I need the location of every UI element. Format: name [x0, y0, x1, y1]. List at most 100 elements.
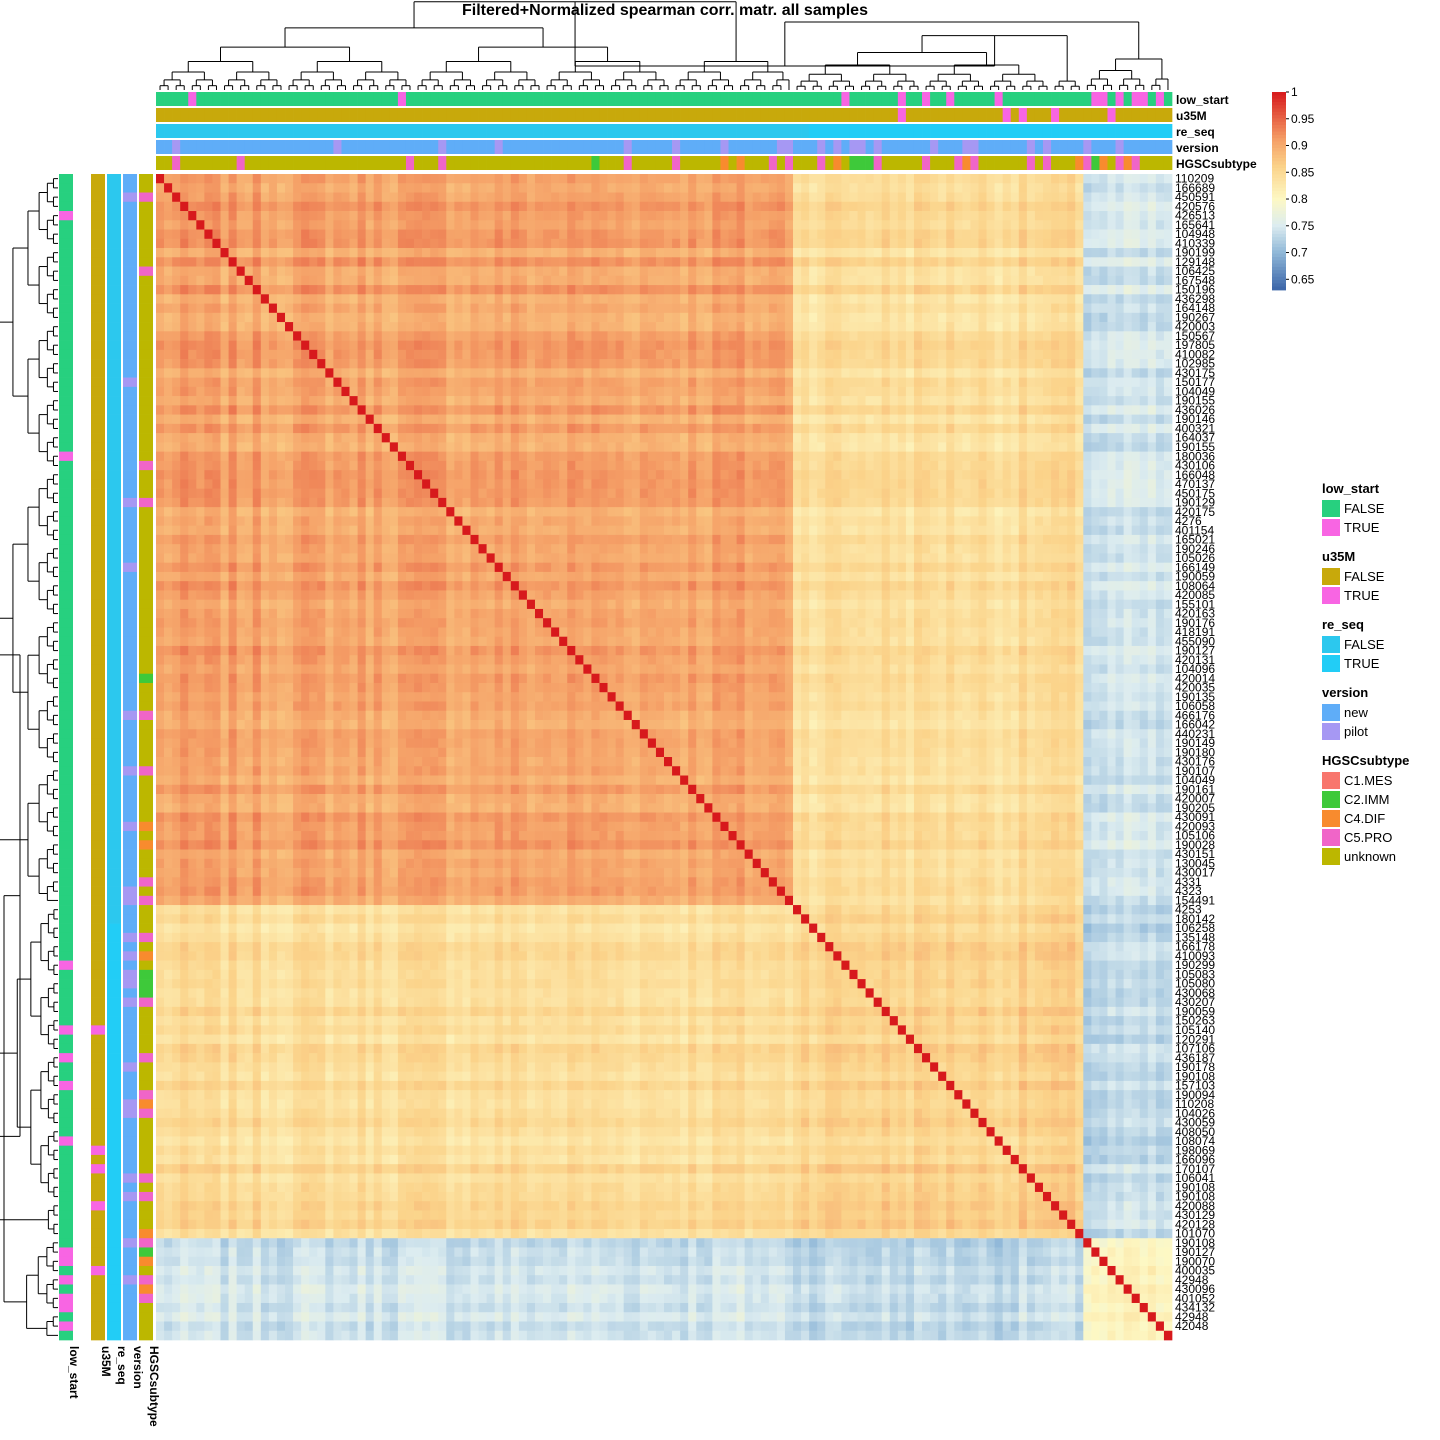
heatmap-cell	[970, 377, 979, 388]
heatmap-cell	[873, 183, 883, 193]
heatmap-cell	[833, 183, 842, 193]
heatmap-cell	[204, 220, 213, 230]
heatmap-cell	[567, 183, 576, 193]
heatmap-cell	[349, 414, 358, 425]
heatmap-cell	[543, 460, 552, 471]
heatmap-cell	[1131, 359, 1141, 369]
heatmap-cell	[365, 433, 375, 443]
heatmap-cell	[776, 386, 786, 397]
heatmap-cell	[672, 423, 681, 434]
heatmap-cell	[494, 396, 504, 406]
heatmap-cell	[978, 340, 987, 351]
heatmap-cell	[454, 423, 463, 434]
heatmap-cell	[446, 174, 455, 184]
heatmap-cell	[510, 285, 520, 295]
heatmap-cell	[567, 211, 576, 221]
heatmap-cell	[317, 174, 326, 184]
heatmap-cell	[905, 229, 915, 240]
heatmap-cell	[470, 201, 479, 212]
heatmap-cell	[647, 257, 657, 267]
heatmap-cell	[905, 331, 915, 341]
heatmap-cell	[849, 275, 858, 286]
heatmap-cell	[389, 368, 399, 378]
heatmap-cell	[478, 174, 487, 184]
heatmap-cell	[833, 359, 842, 369]
heatmap-cell	[301, 451, 310, 462]
heatmap-cell	[865, 294, 874, 304]
heatmap-cell	[768, 507, 778, 517]
heatmap-cell	[526, 349, 536, 360]
heatmap-cell	[1091, 248, 1100, 258]
heatmap-cell	[1059, 516, 1068, 526]
heatmap-cell	[397, 423, 407, 434]
heatmap-cell	[1067, 433, 1076, 443]
heatmap-cell	[994, 359, 1004, 369]
heatmap-cell	[559, 192, 568, 203]
heatmap-cell	[365, 229, 375, 240]
heatmap-cell	[260, 312, 270, 323]
heatmap-cell	[599, 303, 608, 314]
heatmap-cell	[664, 377, 673, 388]
heatmap-cell	[285, 294, 294, 304]
heatmap-cell	[220, 359, 229, 369]
heatmap-cell	[567, 525, 576, 536]
heatmap-cell	[317, 414, 326, 425]
heatmap-cell	[188, 396, 197, 406]
heatmap-cell	[204, 174, 213, 184]
heatmap-cell	[422, 488, 431, 499]
heatmap-cell	[405, 525, 415, 536]
heatmap-cell	[252, 534, 262, 545]
heatmap-cell	[615, 331, 625, 341]
heatmap-cell	[1091, 470, 1100, 480]
heatmap-cell	[946, 460, 955, 471]
heatmap-cell	[688, 525, 697, 536]
heatmap-cell	[414, 488, 423, 499]
heatmap-cell	[583, 349, 592, 360]
heatmap-cell	[422, 507, 431, 517]
heatmap-cell	[365, 183, 375, 193]
heatmap-cell	[889, 525, 899, 536]
heatmap-cell	[825, 349, 834, 360]
heatmap-cell	[1155, 460, 1165, 471]
heatmap-cell	[502, 275, 512, 286]
heatmap-cell	[615, 414, 625, 425]
heatmap-cell	[325, 368, 334, 378]
heatmap-cell	[365, 211, 375, 221]
heatmap-cell	[1067, 442, 1076, 452]
heatmap-cell	[688, 303, 697, 314]
heatmap-cell	[873, 507, 883, 517]
heatmap-cell	[938, 331, 947, 341]
heatmap-cell	[381, 433, 391, 443]
heatmap-cell	[365, 275, 375, 286]
heatmap-cell	[784, 359, 794, 369]
heatmap-cell	[365, 386, 375, 397]
heatmap-cell	[478, 257, 487, 267]
heatmap-cell	[938, 312, 947, 323]
heatmap-cell	[188, 386, 197, 397]
heatmap-cell	[164, 192, 173, 203]
heatmap-cell	[446, 266, 455, 277]
heatmap-cell	[688, 497, 697, 508]
heatmap-cell	[196, 211, 205, 221]
heatmap-cell	[478, 423, 487, 434]
heatmap-cell	[583, 423, 592, 434]
heatmap-cell	[1091, 497, 1100, 508]
heatmap-cell	[285, 349, 294, 360]
heatmap-cell	[946, 294, 955, 304]
heatmap-cell	[922, 433, 931, 443]
heatmap-cell	[583, 220, 592, 230]
heatmap-cell	[865, 525, 874, 536]
heatmap-cell	[526, 322, 536, 332]
heatmap-cell	[559, 396, 568, 406]
heatmap-cell	[1107, 183, 1116, 193]
heatmap-cell	[793, 220, 802, 230]
heatmap-cell	[744, 331, 754, 341]
heatmap-cell	[325, 303, 334, 314]
heatmap-cell	[978, 386, 987, 397]
heatmap-cell	[938, 442, 947, 452]
heatmap-cell	[422, 368, 431, 378]
heatmap-cell	[736, 423, 745, 434]
heatmap-cell	[1042, 386, 1052, 397]
heatmap-cell	[954, 285, 963, 295]
heatmap-cell	[833, 238, 842, 249]
